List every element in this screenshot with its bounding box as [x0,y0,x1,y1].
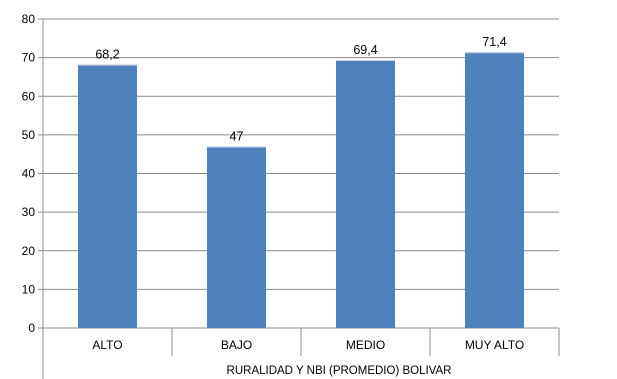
data-label: 68,2 [95,48,119,62]
data-label: 71,4 [482,35,506,49]
data-label: 69,4 [353,43,377,57]
bar-medio [336,60,395,328]
y-tick-label: 80 [22,12,36,26]
x-axis-title: RURALIDAD Y NBI (PROMEDIO) BOLIVAR [227,365,452,377]
y-tick-label: 30 [22,205,36,219]
data-labels: 68,2 47 69,4 71,4 [95,35,506,143]
x-tick-label: ALTO [92,338,122,352]
bar-bajo [207,146,266,328]
bar-alto [78,65,137,328]
data-label: 47 [230,129,244,143]
x-tick-labels: ALTO BAJO MEDIO MUY ALTO [92,338,524,352]
y-tick-label: 0 [28,321,35,335]
y-tick-label: 50 [22,128,36,142]
y-tick-label: 40 [22,167,36,181]
bar-muy-alto [465,52,524,328]
y-tick-label: 10 [22,282,36,296]
y-tick-label: 70 [22,51,36,65]
bars [78,52,524,328]
y-tick-label: 20 [22,244,36,258]
y-tick-label: 60 [22,89,36,103]
x-tick-label: MUY ALTO [465,338,524,352]
x-tick-label: MEDIO [346,338,385,352]
y-tick-labels: 0 10 20 30 40 50 60 70 80 [22,12,36,335]
x-tick-label: BAJO [221,338,252,352]
